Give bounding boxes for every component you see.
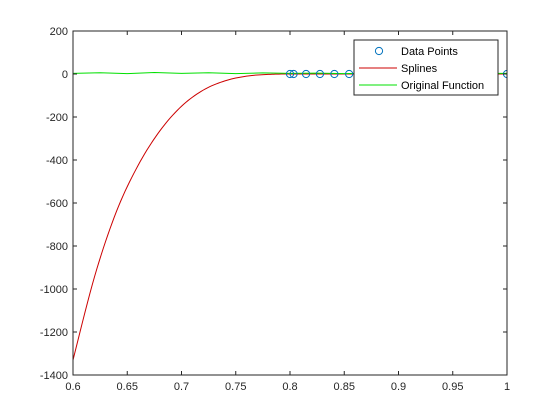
x-tick-label: 0.9 xyxy=(391,381,406,393)
data-point-marker xyxy=(330,69,339,79)
data-point-marker xyxy=(285,69,295,79)
legend: Data Points Splines Original Function xyxy=(353,39,499,96)
x-tick-label: 0.85 xyxy=(334,381,355,393)
legend-label: Original Function xyxy=(401,80,484,92)
ticks-layer: 0.6 0.65 0.7 0.75 0.8 0.85 0.9 0.95 1 200 0 -200 -40… xyxy=(40,26,510,393)
x-tick-label: 1 xyxy=(504,381,510,393)
legend-marker-data-points xyxy=(374,46,384,56)
x-tick-label: 0.8 xyxy=(282,381,297,393)
legend-label: Data Points xyxy=(401,46,458,58)
x-tick-label: 0.6 xyxy=(65,381,80,393)
data-point-marker xyxy=(289,69,298,79)
y-tick-label: -800 xyxy=(46,241,68,253)
x-tick-label: 0.7 xyxy=(174,381,189,393)
data-point-marker xyxy=(315,69,325,79)
data-point-marker xyxy=(301,69,311,79)
y-tick-label: 200 xyxy=(50,26,68,38)
y-tick-label: 0 xyxy=(62,69,68,81)
data-point-marker xyxy=(345,69,354,79)
x-tick-label: 0.65 xyxy=(117,381,138,393)
y-tick-label: -400 xyxy=(46,155,68,167)
y-tick-label: -1200 xyxy=(40,327,68,339)
y-tick-label: -1000 xyxy=(40,284,68,296)
x-tick-label: 0.95 xyxy=(442,381,463,393)
y-tick-label: -1400 xyxy=(40,370,68,382)
y-tick-label: -600 xyxy=(46,198,68,210)
x-tick-label: 0.75 xyxy=(225,381,246,393)
legend-label: Splines xyxy=(401,63,438,75)
y-tick-label: -200 xyxy=(46,112,68,124)
